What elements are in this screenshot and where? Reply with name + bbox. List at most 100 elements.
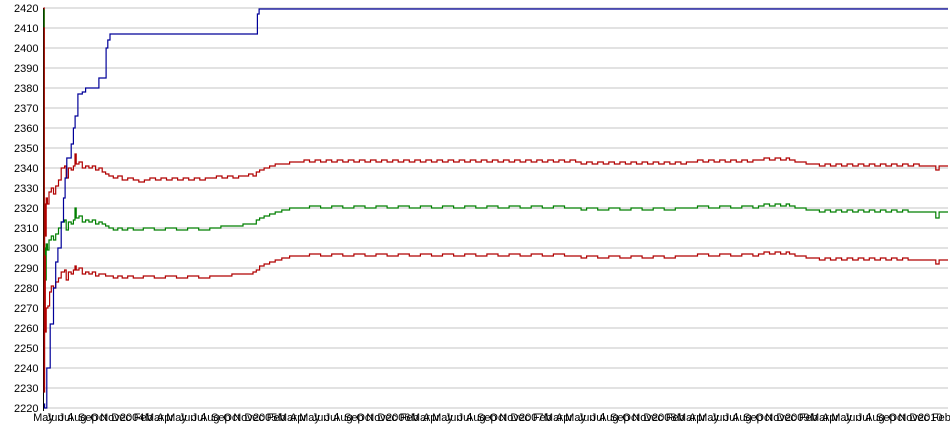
x-tick-label: Nov	[632, 412, 652, 424]
x-tick-label: Jun	[445, 412, 463, 424]
x-axis-labels: MayJunJulAugSepOctNovDec2004FebMarAprMay…	[33, 412, 950, 424]
x-tick-label: Oct	[888, 412, 905, 424]
series-green-line	[43, 9, 948, 329]
y-tick-label: 2330	[14, 183, 38, 195]
x-tick-label: May	[33, 412, 54, 424]
x-tick-label: Apr	[556, 412, 573, 424]
x-tick-label: Nov	[100, 412, 120, 424]
x-tick-label: 2006	[386, 412, 410, 424]
x-tick-label: Feb	[799, 412, 818, 424]
x-tick-label: 2010	[918, 412, 942, 424]
x-tick-label: Apr	[157, 412, 174, 424]
y-tick-label: 2360	[14, 123, 38, 135]
y-tick-label: 2390	[14, 63, 38, 75]
x-tick-label: Aug	[200, 412, 220, 424]
x-tick-label: Jun	[46, 412, 64, 424]
x-tick-label: Jul	[724, 412, 738, 424]
x-tick-label: Mar	[278, 412, 297, 424]
x-tick-label: Oct	[489, 412, 506, 424]
x-tick-label: Mar	[411, 412, 430, 424]
x-tick-label: Dec	[377, 412, 397, 424]
x-tick-label: Jul	[325, 412, 339, 424]
x-tick-label: Aug	[333, 412, 353, 424]
x-tick-label: Feb	[134, 412, 153, 424]
x-tick-label: Jul	[591, 412, 605, 424]
x-tick-label: 2004	[120, 412, 144, 424]
x-tick-label: May	[432, 412, 453, 424]
x-tick-label: Jun	[844, 412, 862, 424]
y-gridlines	[43, 7, 948, 409]
x-tick-label: 2005	[253, 412, 277, 424]
x-tick-label: Oct	[90, 412, 107, 424]
x-tick-label: May	[299, 412, 320, 424]
x-tick-label: Apr	[822, 412, 839, 424]
x-tick-label: Apr	[290, 412, 307, 424]
x-tick-label: Oct	[755, 412, 772, 424]
x-tick-label: Nov	[366, 412, 386, 424]
y-tick-label: 2280	[14, 283, 38, 295]
y-axis-labels: 2220 2230 2240 2250 2260 2270 2280 2290 2300 2310…	[14, 3, 38, 415]
y-tick-label: 2400	[14, 43, 38, 55]
x-tick-label: Aug	[865, 412, 885, 424]
x-tick-label: May	[698, 412, 719, 424]
x-tick-label: Nov	[233, 412, 253, 424]
y-tick-label: 2380	[14, 83, 38, 95]
x-tick-label: Oct	[622, 412, 639, 424]
x-tick-label: 2009	[785, 412, 809, 424]
y-tick-label: 2230	[14, 383, 38, 395]
x-tick-label: 2007	[519, 412, 543, 424]
x-tick-label: Aug	[732, 412, 752, 424]
x-tick-label: Feb	[533, 412, 552, 424]
x-tick-label: Apr	[423, 412, 440, 424]
x-tick-label: Oct	[356, 412, 373, 424]
y-tick-label: 2300	[14, 243, 38, 255]
x-tick-label: Dec	[510, 412, 530, 424]
x-tick-label: Dec	[643, 412, 663, 424]
x-tick-label: Sep	[78, 412, 98, 424]
x-tick-label: Dec	[909, 412, 929, 424]
series-blue-step-line	[44, 8, 948, 409]
y-tick-label: 2260	[14, 323, 38, 335]
x-tick-label: May	[166, 412, 187, 424]
y-tick-label: 2310	[14, 223, 38, 235]
x-tick-label: Aug	[599, 412, 619, 424]
y-tick-label: 2220	[14, 403, 38, 415]
x-tick-label: Oct	[223, 412, 240, 424]
x-tick-label: May	[565, 412, 586, 424]
y-tick-label: 2240	[14, 363, 38, 375]
x-tick-label: Jun	[179, 412, 197, 424]
y-tick-label: 2420	[14, 3, 38, 15]
x-tick-label: Sep	[344, 412, 364, 424]
series-lower-red-line	[43, 27, 948, 393]
x-tick-label: Nov	[499, 412, 519, 424]
x-tick-label: Jun	[711, 412, 729, 424]
x-tick-label: Aug	[67, 412, 87, 424]
x-tick-label: Feb	[666, 412, 685, 424]
x-tick-label: Mar	[544, 412, 563, 424]
y-tick-label: 2340	[14, 163, 38, 175]
x-tick-label: 2008	[652, 412, 676, 424]
x-tick-label: Jul	[857, 412, 871, 424]
y-tick-label: 2290	[14, 263, 38, 275]
y-tick-label: 2270	[14, 303, 38, 315]
y-tick-label: 2370	[14, 103, 38, 115]
x-tick-label: Sep	[211, 412, 231, 424]
x-tick-label: Aug	[466, 412, 486, 424]
x-tick-label: Jun	[578, 412, 596, 424]
x-tick-label: Nov	[898, 412, 918, 424]
x-tick-label: Jul	[192, 412, 206, 424]
x-tick-label: Mar	[677, 412, 696, 424]
x-tick-label: Feb	[932, 412, 950, 424]
series-group	[43, 7, 948, 409]
x-tick-label: Feb	[267, 412, 286, 424]
x-tick-label: Jul	[458, 412, 472, 424]
series-upper-red-line	[43, 7, 948, 269]
y-tick-label: 2410	[14, 23, 38, 35]
x-tick-label: Mar	[810, 412, 829, 424]
x-tick-label: Mar	[145, 412, 164, 424]
x-tick-label: Jul	[59, 412, 73, 424]
x-tick-label: Sep	[610, 412, 630, 424]
